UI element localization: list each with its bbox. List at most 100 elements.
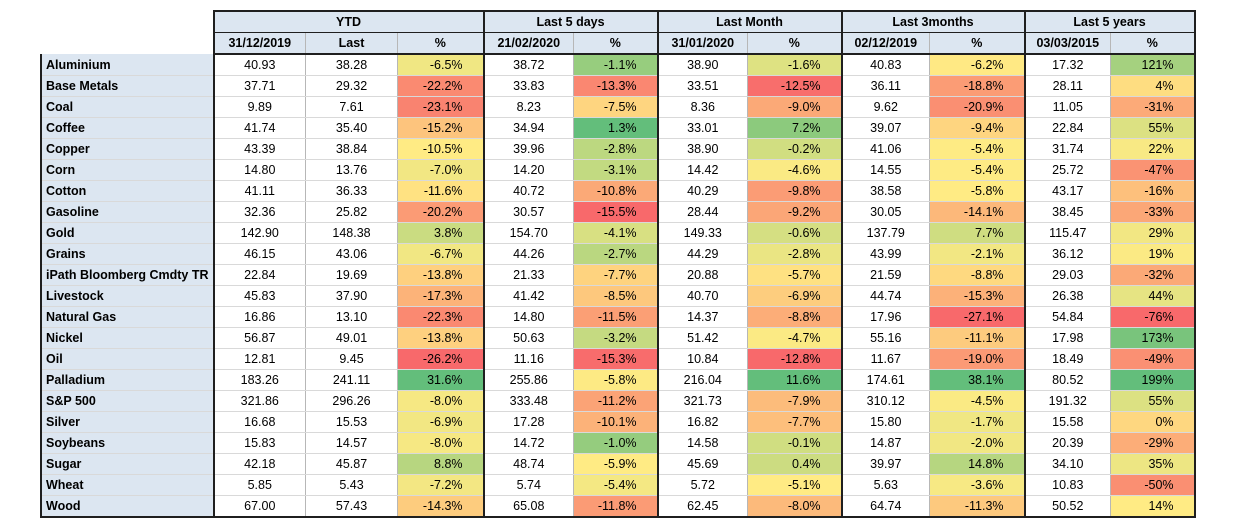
percent-change-cell: -7.0% [397, 159, 484, 181]
group-header-row: YTD Last 5 days Last Month Last 3months … [41, 10, 1196, 33]
price-cell: 25.82 [305, 201, 398, 223]
price-cell: 8.36 [656, 96, 748, 118]
price-cell: 16.82 [656, 411, 748, 433]
price-cell: 40.83 [840, 54, 930, 76]
percent-change-cell: -12.8% [747, 348, 842, 370]
table-row: Nickel 56.87 49.01 -13.8% 50.63 -3.2% 51.42 -4.… [40, 327, 1196, 349]
table-row: Palladium 183.26 241.11 31.6% 255.86 -5.8% 216… [40, 369, 1196, 391]
percent-change-cell: -0.1% [747, 432, 842, 454]
price-cell: 30.57 [482, 201, 574, 223]
price-cell: 5.63 [840, 474, 930, 496]
percent-change-cell: -8.0% [747, 495, 842, 518]
price-cell: 22.84 [1023, 117, 1111, 139]
price-cell: 26.38 [1023, 285, 1111, 307]
price-cell: 14.72 [482, 432, 574, 454]
price-cell: 28.44 [656, 201, 748, 223]
table-row: Oil 12.81 9.45 -26.2% 11.16 -15.3% 10.84 -12.8%… [40, 348, 1196, 370]
percent-change-cell: -7.7% [573, 264, 658, 286]
price-cell: 44.29 [656, 243, 748, 265]
percent-change-cell: 0.4% [747, 453, 842, 475]
group-header-last-5-years: Last 5 years [1023, 10, 1196, 33]
percent-change-cell: 35% [1110, 453, 1196, 475]
percent-change-cell: -0.2% [747, 138, 842, 160]
group-header-last-month: Last Month [656, 10, 842, 33]
price-cell: 33.83 [482, 75, 574, 97]
price-cell: 5.74 [482, 474, 574, 496]
percent-change-cell: 55% [1110, 390, 1196, 412]
price-cell: 19.69 [305, 264, 398, 286]
percent-change-cell: -10.8% [573, 180, 658, 202]
percent-change-cell: 14.8% [929, 453, 1025, 475]
percent-change-cell: 11.6% [747, 369, 842, 391]
percent-change-cell: 3.8% [397, 222, 484, 244]
price-cell: 41.11 [212, 180, 306, 202]
price-cell: 48.74 [482, 453, 574, 475]
percent-change-cell: 199% [1110, 369, 1196, 391]
percent-change-cell: -11.3% [929, 495, 1025, 518]
percent-change-cell: -27.1% [929, 306, 1025, 328]
percent-change-cell: -2.7% [573, 243, 658, 265]
table-row: Copper 43.39 38.84 -10.5% 39.96 -2.8% 38.90 -0.… [40, 138, 1196, 160]
price-cell: 115.47 [1023, 222, 1111, 244]
percent-change-cell: -20.2% [397, 201, 484, 223]
percent-change-cell: 38.1% [929, 369, 1025, 391]
percent-change-cell: -9.8% [747, 180, 842, 202]
price-cell: 55.16 [840, 327, 930, 349]
column-header: 31/12/2019 [212, 32, 306, 55]
percent-change-cell: -3.2% [573, 327, 658, 349]
price-cell: 37.90 [305, 285, 398, 307]
percent-change-cell: -16% [1110, 180, 1196, 202]
price-cell: 142.90 [212, 222, 306, 244]
price-cell: 41.06 [840, 138, 930, 160]
group-header-ytd: YTD [212, 10, 484, 33]
percent-change-cell: -9.0% [747, 96, 842, 118]
price-cell: 14.42 [656, 159, 748, 181]
price-cell: 29.32 [305, 75, 398, 97]
price-cell: 183.26 [212, 369, 306, 391]
price-cell: 45.69 [656, 453, 748, 475]
price-cell: 13.76 [305, 159, 398, 181]
commodity-name-cell: Gold [40, 222, 214, 244]
percent-change-cell: 7.7% [929, 222, 1025, 244]
price-cell: 255.86 [482, 369, 574, 391]
table-row: Wood 67.00 57.43 -14.3% 65.08 -11.8% 62.45 -8.0… [40, 495, 1196, 518]
percent-change-cell: -6.9% [397, 411, 484, 433]
column-header: 03/03/2015 [1023, 32, 1111, 55]
price-cell: 43.99 [840, 243, 930, 265]
price-cell: 17.32 [1023, 54, 1111, 76]
percent-change-cell: -4.6% [747, 159, 842, 181]
percent-change-cell: -2.1% [929, 243, 1025, 265]
commodity-performance-table: YTD Last 5 days Last Month Last 3months … [40, 10, 1196, 518]
price-cell: 32.36 [212, 201, 306, 223]
price-cell: 33.01 [656, 117, 748, 139]
percent-change-cell: 29% [1110, 222, 1196, 244]
percent-change-cell: -19.0% [929, 348, 1025, 370]
price-cell: 54.84 [1023, 306, 1111, 328]
commodity-name-cell: Corn [40, 159, 214, 181]
commodity-name-cell: Palladium [40, 369, 214, 391]
percent-change-cell: -5.4% [929, 159, 1025, 181]
commodity-name-cell: Copper [40, 138, 214, 160]
percent-change-cell: -47% [1110, 159, 1196, 181]
percent-change-cell: -9.4% [929, 117, 1025, 139]
table-row: Silver 16.68 15.53 -6.9% 17.28 -10.1% 16.82 -7.… [40, 411, 1196, 433]
percent-change-cell: -49% [1110, 348, 1196, 370]
percent-change-cell: -6.7% [397, 243, 484, 265]
percent-change-cell: 0% [1110, 411, 1196, 433]
percent-change-cell: -17.3% [397, 285, 484, 307]
price-cell: 37.71 [212, 75, 306, 97]
table-row: Gasoline 32.36 25.82 -20.2% 30.57 -15.5% 28.44… [40, 201, 1196, 223]
percent-change-cell: -9.2% [747, 201, 842, 223]
table-row: Coal 9.89 7.61 -23.1% 8.23 -7.5% 8.36 -9.0% 9.62… [40, 96, 1196, 118]
price-cell: 40.29 [656, 180, 748, 202]
price-cell: 43.17 [1023, 180, 1111, 202]
price-cell: 174.61 [840, 369, 930, 391]
price-cell: 36.12 [1023, 243, 1111, 265]
percent-change-cell: -11.8% [573, 495, 658, 518]
percent-change-cell: -7.9% [747, 390, 842, 412]
price-cell: 9.62 [840, 96, 930, 118]
price-cell: 21.59 [840, 264, 930, 286]
price-cell: 40.70 [656, 285, 748, 307]
price-cell: 46.15 [212, 243, 306, 265]
column-header: % [573, 32, 658, 55]
